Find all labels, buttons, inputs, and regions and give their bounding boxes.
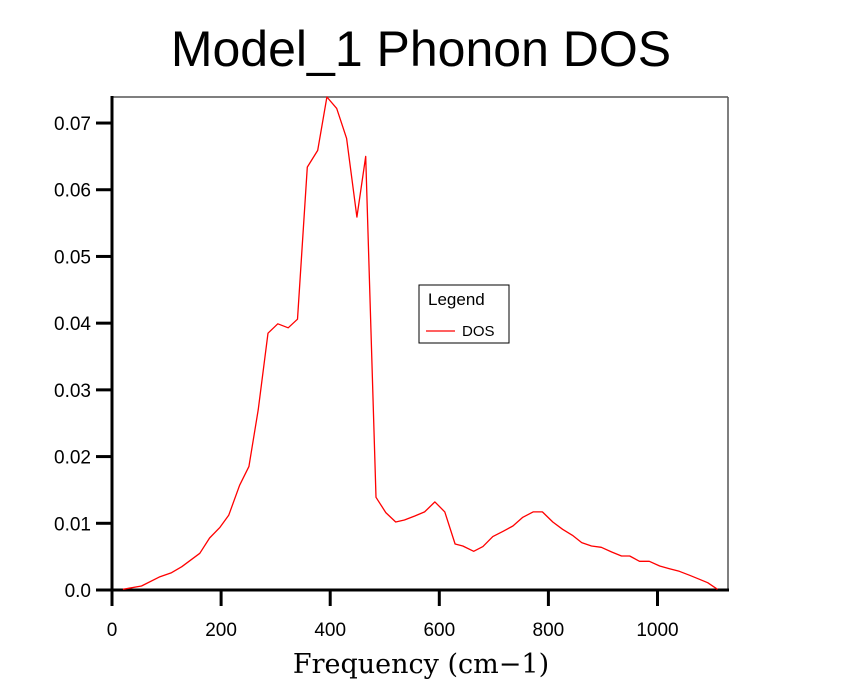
x-tick-label: 800 [533,620,565,641]
y-tick-label: 0.0 [65,581,91,602]
legend-title: Legend [428,290,485,309]
legend: Legend DOS [418,284,510,344]
y-tick-label: 0.01 [54,514,91,535]
series-layer [122,96,718,590]
y-tick-label: 0.07 [54,114,91,135]
series-line-dos [122,96,718,590]
x-axis-label: Frequency (cm−1) [293,649,549,680]
x-tick-label: 200 [205,620,237,641]
y-tick-label: 0.02 [54,448,91,469]
y-ticks: 0.0 0.01 0.02 0.03 0.04 0.05 0.06 0.07 [54,114,112,602]
x-tick-label: 600 [423,620,455,641]
y-tick-label: 0.03 [54,381,91,402]
x-tick-label: 400 [314,620,346,641]
legend-box [418,284,510,344]
y-tick-label: 0.05 [54,247,91,268]
plot-frame [110,96,729,592]
y-tick-label: 0.06 [54,181,91,202]
x-tick-label: 0 [107,620,118,641]
legend-entry-dos: DOS [462,323,495,340]
y-tick-label: 0.04 [54,314,91,335]
x-tick-label: 1000 [636,620,678,641]
chart-title: Model_1 Phonon DOS [171,21,671,77]
x-ticks: 0 200 400 600 800 1000 [107,590,679,641]
